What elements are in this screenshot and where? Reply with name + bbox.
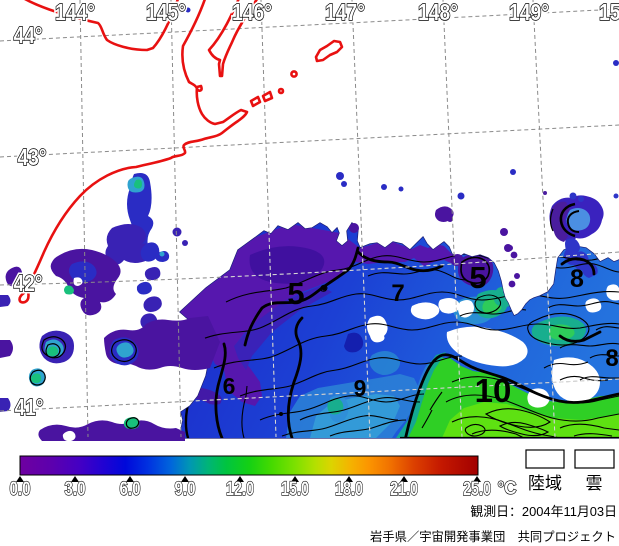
svg-text:0.0: 0.0	[10, 479, 31, 500]
svg-text:43°: 43°	[18, 144, 47, 170]
svg-text:147°: 147°	[325, 0, 365, 25]
svg-text:8: 8	[605, 345, 618, 372]
svg-text:149°: 149°	[509, 0, 549, 25]
svg-text:陸域: 陸域	[528, 474, 562, 493]
svg-text:°C: °C	[498, 478, 517, 498]
svg-text:147°: 147°	[325, 0, 365, 25]
svg-text:42°: 42°	[14, 270, 43, 296]
svg-text:雲: 雲	[586, 474, 603, 493]
svg-text:44°: 44°	[14, 22, 43, 48]
svg-text:6: 6	[223, 373, 236, 399]
svg-text:9.0: 9.0	[175, 479, 196, 500]
svg-text:7: 7	[391, 280, 404, 307]
svg-text:145°: 145°	[146, 0, 186, 25]
svg-text:18.0: 18.0	[335, 479, 363, 500]
svg-text:146°: 146°	[232, 0, 272, 25]
svg-text:42°: 42°	[14, 270, 43, 296]
svg-text:150°: 150°	[599, 0, 619, 25]
svg-text:8: 8	[570, 265, 584, 293]
svg-text:21.0: 21.0	[390, 479, 418, 500]
svg-text:5: 5	[287, 276, 304, 311]
svg-text:観測日：2004年11月03日: 観測日：2004年11月03日	[470, 504, 617, 519]
svg-text:145°: 145°	[146, 0, 186, 25]
svg-text:149°: 149°	[509, 0, 549, 25]
svg-text:9: 9	[354, 375, 367, 401]
svg-text:3.0: 3.0	[65, 479, 86, 500]
svg-text:41°: 41°	[15, 394, 44, 420]
svg-text:144°: 144°	[55, 0, 95, 25]
svg-text:44°: 44°	[14, 22, 43, 48]
svg-text:146°: 146°	[232, 0, 272, 25]
svg-text:148°: 148°	[418, 0, 458, 25]
svg-text:43°: 43°	[18, 144, 47, 170]
svg-text:5: 5	[469, 260, 486, 295]
svg-text:41°: 41°	[15, 394, 44, 420]
svg-text:148°: 148°	[418, 0, 458, 25]
svg-text:15.0: 15.0	[281, 479, 309, 500]
svg-text:12.0: 12.0	[226, 479, 254, 500]
svg-text:150°: 150°	[599, 0, 619, 25]
svg-text:144°: 144°	[55, 0, 95, 25]
svg-text:6.0: 6.0	[120, 479, 141, 500]
svg-text:10: 10	[475, 372, 512, 409]
svg-text:岩手県／宇宙開発事業団 共同プロジェクト: 岩手県／宇宙開発事業団 共同プロジェクト	[370, 529, 616, 544]
svg-text:25.0: 25.0	[463, 479, 491, 500]
